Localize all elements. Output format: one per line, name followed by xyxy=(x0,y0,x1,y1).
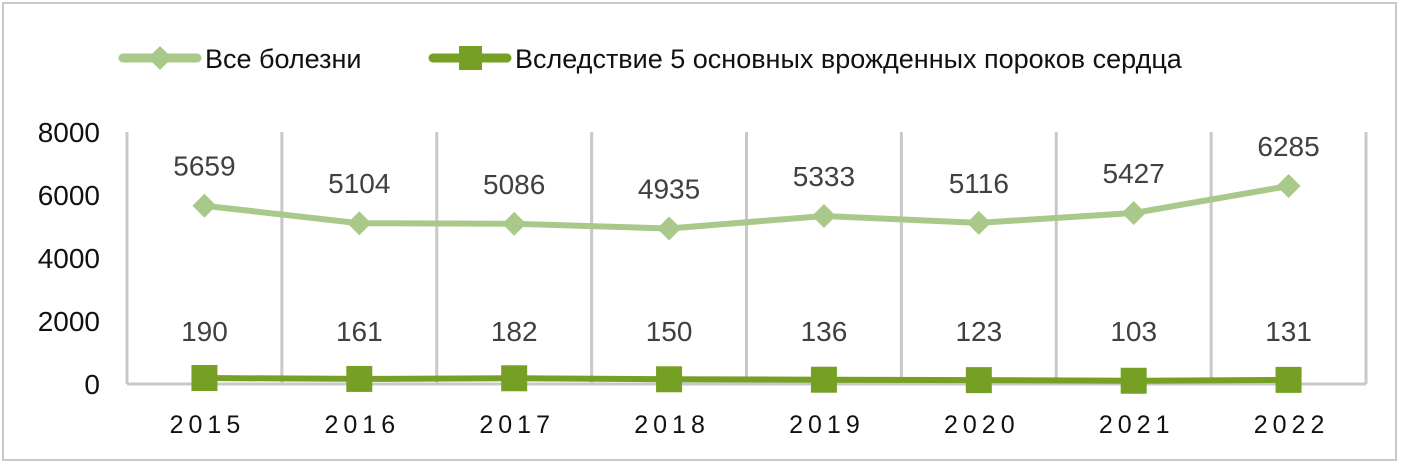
data-point-square xyxy=(965,367,992,394)
data-label: 5116 xyxy=(949,168,1009,199)
data-point-square xyxy=(191,365,218,392)
y-tick-label: 0 xyxy=(84,369,100,400)
x-tick-label: 2018 xyxy=(634,411,710,439)
data-label: 136 xyxy=(801,316,848,347)
data-label: 161 xyxy=(336,316,383,347)
data-label: 182 xyxy=(491,316,538,347)
data-point-square xyxy=(346,365,373,392)
data-label: 5086 xyxy=(483,169,545,200)
legend-label: Вследствие 5 основных врожденных пороков… xyxy=(515,44,1183,74)
data-point-diamond xyxy=(657,216,682,241)
data-label: 5659 xyxy=(173,151,235,182)
y-tick-label: 8000 xyxy=(38,117,100,148)
data-point-diamond xyxy=(1276,174,1301,199)
data-label: 4935 xyxy=(638,174,700,205)
x-tick-label: 2017 xyxy=(479,411,555,439)
data-point-square xyxy=(501,365,528,392)
data-point-square xyxy=(656,366,683,393)
data-label: 131 xyxy=(1265,316,1312,347)
legend-square-icon xyxy=(459,46,482,70)
legend-diamond-icon xyxy=(148,46,172,70)
data-point-diamond xyxy=(966,210,991,235)
data-point-diamond xyxy=(347,211,372,236)
data-label: 5104 xyxy=(328,168,390,199)
legend-label: Все болезни xyxy=(205,44,361,74)
x-tick-label: 2020 xyxy=(944,411,1020,439)
data-label: 5427 xyxy=(1103,158,1165,189)
y-tick-label: 6000 xyxy=(38,180,100,211)
data-label: 103 xyxy=(1110,316,1157,347)
data-point-diamond xyxy=(1121,201,1146,226)
series-line xyxy=(204,375,1289,384)
data-label: 190 xyxy=(181,316,228,347)
data-point-diamond xyxy=(811,204,836,229)
x-tick-label: 2015 xyxy=(170,411,246,439)
y-tick-label: 4000 xyxy=(38,243,100,274)
x-tick-label: 2022 xyxy=(1254,411,1330,439)
y-tick-label: 2000 xyxy=(38,306,100,337)
data-label: 6285 xyxy=(1257,131,1319,162)
data-point-square xyxy=(1275,366,1302,393)
data-point-diamond xyxy=(502,211,527,236)
chart-frame xyxy=(2,2,1397,461)
data-label: 5333 xyxy=(793,161,855,192)
series-line xyxy=(204,183,1290,232)
x-tick-label: 2021 xyxy=(1099,411,1175,439)
data-point-diamond xyxy=(192,193,217,218)
x-tick-label: 2016 xyxy=(325,411,401,439)
x-tick-label: 2019 xyxy=(789,411,865,439)
data-point-square xyxy=(1120,367,1147,394)
data-point-square xyxy=(810,366,837,393)
data-label: 150 xyxy=(646,316,693,347)
data-label: 123 xyxy=(955,316,1002,347)
